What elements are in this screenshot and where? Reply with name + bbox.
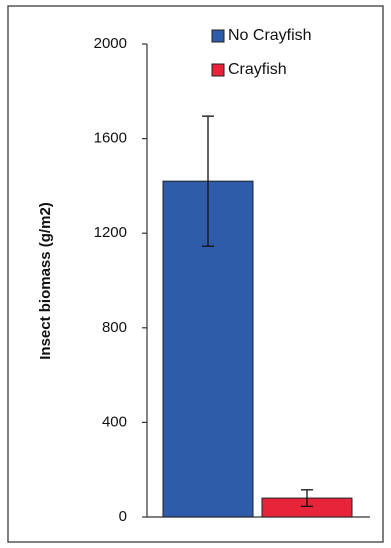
y-tick-label: 2000 bbox=[94, 35, 127, 52]
y-axis-label: Insect biomass (g/m2) bbox=[37, 202, 54, 360]
y-tick-label: 800 bbox=[102, 319, 127, 336]
y-tick-label: 1600 bbox=[94, 130, 127, 147]
legend-swatch bbox=[211, 29, 225, 43]
legend-label: Crayfish bbox=[228, 61, 287, 78]
y-tick-label: 400 bbox=[102, 413, 127, 430]
legend-label: No Crayfish bbox=[228, 27, 312, 44]
legend-swatch bbox=[211, 63, 225, 77]
y-tick-label: 0 bbox=[119, 508, 127, 525]
y-tick-label: 1200 bbox=[94, 224, 127, 241]
